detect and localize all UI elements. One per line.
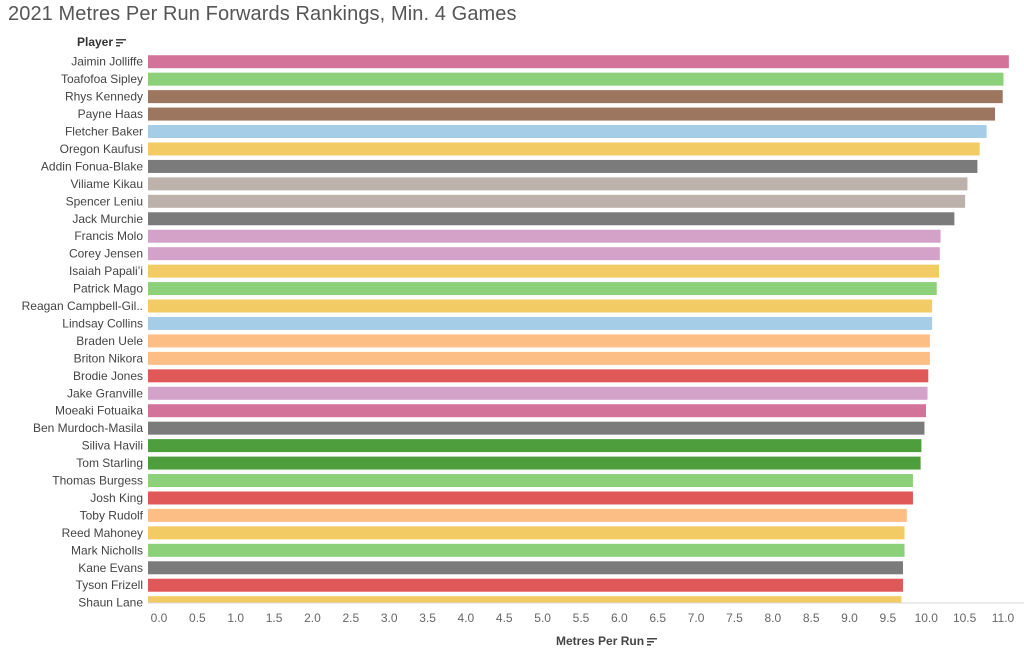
bar[interactable] xyxy=(148,212,955,226)
bar[interactable] xyxy=(148,369,929,383)
bar[interactable] xyxy=(148,194,966,208)
bar[interactable] xyxy=(148,543,905,557)
row-label: Spencer Leniu xyxy=(66,194,143,208)
bar[interactable] xyxy=(148,526,905,540)
x-tick-label: 1.0 xyxy=(227,611,244,625)
x-axis-title[interactable]: Metres Per Run xyxy=(556,634,658,648)
row-label: Thomas Burgess xyxy=(52,474,143,488)
x-tick-label: 2.5 xyxy=(342,611,359,625)
row-label: Jaimin Jolliffe xyxy=(71,55,143,69)
sort-descending-icon[interactable] xyxy=(116,38,127,47)
row-label: Isaiah Papali’i xyxy=(69,264,143,278)
bar[interactable] xyxy=(148,421,925,435)
bars-group xyxy=(148,55,1009,603)
row-label: Addin Fonua-Blake xyxy=(41,159,143,173)
bar[interactable] xyxy=(148,282,937,296)
bar[interactable] xyxy=(148,596,902,603)
bar[interactable] xyxy=(148,55,1009,69)
bar[interactable] xyxy=(148,159,978,173)
x-tick-label: 10.0 xyxy=(915,611,939,625)
row-label: Shaun Lane xyxy=(78,596,143,610)
row-label: Brodie Jones xyxy=(73,369,143,383)
sort-descending-icon[interactable] xyxy=(647,637,658,646)
x-tick-label: 9.0 xyxy=(841,611,858,625)
x-tick-label: 8.5 xyxy=(803,611,820,625)
row-label: Rhys Kennedy xyxy=(65,90,143,104)
row-label: Francis Molo xyxy=(74,229,143,243)
row-label: Tom Starling xyxy=(76,456,143,470)
bar[interactable] xyxy=(148,351,930,365)
bar[interactable] xyxy=(148,508,907,522)
bar[interactable] xyxy=(148,578,903,592)
row-label: Toafofoa Sipley xyxy=(61,72,143,86)
x-tick-label: 0.5 xyxy=(189,611,206,625)
x-tick-label: 1.5 xyxy=(266,611,283,625)
x-tick-label: 6.5 xyxy=(649,611,666,625)
x-tick-label: 6.0 xyxy=(611,611,628,625)
row-label: Braden Uele xyxy=(76,334,143,348)
x-tick-label: 11.0 xyxy=(992,611,1015,625)
x-tick-label: 10.5 xyxy=(953,611,977,625)
row-label: Lindsay Collins xyxy=(62,316,143,330)
x-ticks-group: 0.0 0.5 1.0 1.5 2.0 2.5 3.0 3.5 4.0 4.5 5.0 5.5 6.0 6… xyxy=(151,611,1015,625)
x-tick-label: 8.0 xyxy=(764,611,781,625)
x-tick-label: 9.5 xyxy=(880,611,897,625)
row-label: Mark Nicholls xyxy=(71,543,143,557)
bar[interactable] xyxy=(148,264,940,278)
bar[interactable] xyxy=(148,316,933,330)
row-label: Toby Rudolf xyxy=(80,508,144,522)
bar[interactable] xyxy=(148,456,921,470)
bar[interactable] xyxy=(148,474,913,488)
x-tick-label: 2.0 xyxy=(304,611,321,625)
row-label: Payne Haas xyxy=(78,107,143,121)
row-label: Fletcher Baker xyxy=(65,125,143,139)
row-labels-group: Jaimin Jolliffe Toafofoa Sipley Rhys Kenne… xyxy=(22,55,144,610)
x-tick-label: 5.0 xyxy=(534,611,551,625)
player-column-header[interactable]: Player xyxy=(77,35,127,49)
bar[interactable] xyxy=(148,386,928,400)
row-label: Tyson Frizell xyxy=(76,578,143,592)
bar[interactable] xyxy=(148,90,1003,104)
row-label: Briton Nikora xyxy=(74,351,144,365)
row-label: Kane Evans xyxy=(78,561,143,575)
row-label: Ben Murdoch-Masila xyxy=(33,421,143,435)
bar[interactable] xyxy=(148,404,926,418)
bar[interactable] xyxy=(148,72,1004,86)
bar[interactable] xyxy=(148,334,930,348)
row-label: Viliame Kikau xyxy=(71,177,143,191)
player-header-label: Player xyxy=(77,35,114,49)
row-label: Siliva Havili xyxy=(82,439,143,453)
row-label: Jack Murchie xyxy=(72,212,143,226)
bar[interactable] xyxy=(148,177,968,191)
row-label: Reagan Campbell-Gil.. xyxy=(22,299,143,313)
x-tick-label: 7.5 xyxy=(726,611,743,625)
row-label: Oregon Kaufusi xyxy=(60,142,143,156)
row-label: Moeaki Fotuaika xyxy=(55,404,143,418)
row-label: Corey Jensen xyxy=(69,247,143,261)
x-axis-label: Metres Per Run xyxy=(556,634,645,648)
x-tick-label: 4.5 xyxy=(496,611,513,625)
bar[interactable] xyxy=(148,439,922,453)
x-tick-label: 3.5 xyxy=(419,611,436,625)
chart-title: 2021 Metres Per Run Forwards Rankings, M… xyxy=(8,3,517,25)
x-tick-label: 0.0 xyxy=(151,611,168,625)
bar[interactable] xyxy=(148,491,913,505)
bar[interactable] xyxy=(148,229,941,243)
x-tick-label: 4.0 xyxy=(458,611,475,625)
bar[interactable] xyxy=(148,247,940,261)
row-label: Josh King xyxy=(90,491,143,505)
bar[interactable] xyxy=(148,142,980,156)
bar[interactable] xyxy=(148,107,996,121)
row-label: Reed Mahoney xyxy=(62,526,143,540)
row-label: Jake Granville xyxy=(67,386,143,400)
x-tick-label: 5.5 xyxy=(573,611,590,625)
row-label: Patrick Mago xyxy=(73,282,143,296)
bar[interactable] xyxy=(148,561,903,575)
x-tick-label: 3.0 xyxy=(381,611,398,625)
x-tick-label: 7.0 xyxy=(688,611,705,625)
bar[interactable] xyxy=(148,299,933,313)
bar[interactable] xyxy=(148,125,987,139)
